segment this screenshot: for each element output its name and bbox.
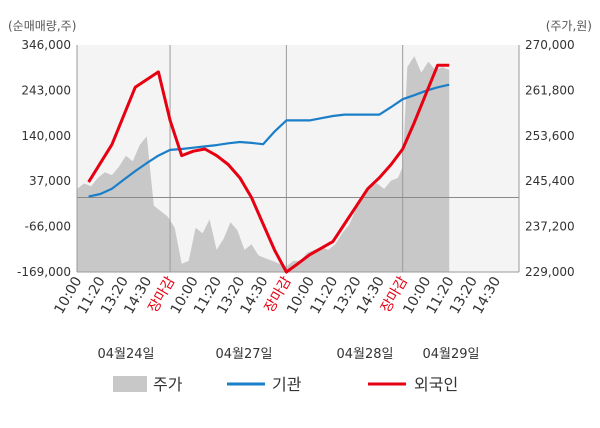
left-tick-label: 140,000 <box>21 129 71 143</box>
day-label: 04월29일 <box>422 347 479 362</box>
right-tick-label: 229,000 <box>525 265 575 279</box>
legend: 주가 기관 외국인 <box>113 375 458 394</box>
legend-label: 외국인 <box>414 375 458 394</box>
day-label: 04월28일 <box>336 347 393 362</box>
legend-swatch-price <box>113 376 147 392</box>
series-line-외국인 <box>87 63 450 274</box>
right-axis-ticks: 270,000 261,800 253,600 245,400 237,200 229,0… <box>525 38 575 279</box>
legend-label: 주가 <box>153 375 183 394</box>
series-area-price <box>77 56 450 272</box>
series-lines <box>87 63 450 274</box>
day-label: 04월24일 <box>97 347 154 362</box>
grid-lines <box>76 45 520 273</box>
left-tick-label: -66,000 <box>25 220 71 234</box>
right-tick-label: 261,800 <box>525 83 575 97</box>
series-line-기관 <box>88 83 450 198</box>
left-tick-label: 346,000 <box>21 38 71 52</box>
price-area-layer <box>77 56 450 272</box>
left-axis-ticks: 346,000 243,000 140,000 37,000 -66,000 -169,0… <box>17 38 71 279</box>
left-tick-label: 243,000 <box>21 83 71 97</box>
right-tick-label: 253,600 <box>525 129 575 143</box>
left-tick-label: -169,000 <box>17 265 71 279</box>
left-axis-unit: (순매매량,주) <box>8 19 76 33</box>
right-tick-label: 270,000 <box>525 38 575 52</box>
day-label: 04월27일 <box>215 347 272 362</box>
x-axis-ticks: 10:0011:2013:2014:30장마감10:0011:2013:2014… <box>51 274 504 317</box>
right-tick-label: 237,200 <box>525 220 575 234</box>
legend-label: 기관 <box>272 375 302 394</box>
day-labels: 04월24일 04월27일 04월28일 04월29일 <box>97 347 479 362</box>
right-axis-unit: (주가,원) <box>546 19 592 33</box>
left-tick-label: 37,000 <box>29 174 71 188</box>
right-tick-label: 245,400 <box>525 174 575 188</box>
